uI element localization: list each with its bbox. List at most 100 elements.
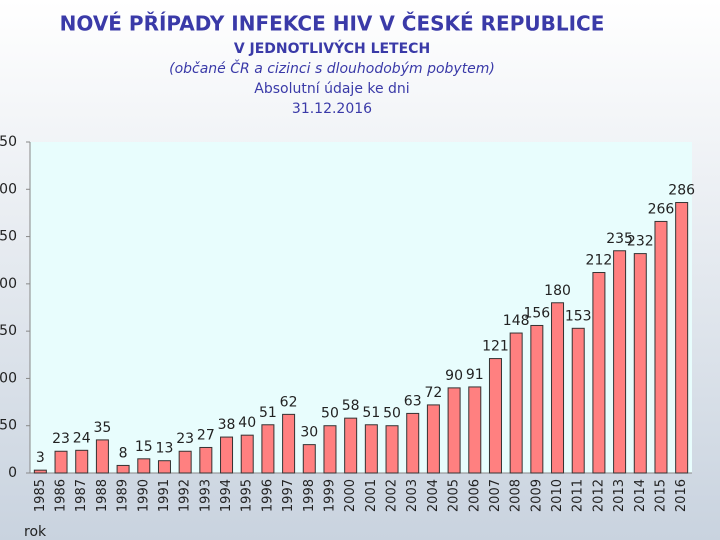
data-label: 156 <box>523 305 550 321</box>
data-label: 13 <box>156 441 174 457</box>
x-tick-label: 1985 <box>33 479 48 512</box>
chart-subtitle: 31.12.2016 <box>292 101 372 117</box>
x-tick-label: 2013 <box>612 479 627 512</box>
x-tick-label: 2016 <box>674 479 689 512</box>
x-tick-label: 1994 <box>219 479 234 512</box>
y-tick-label: 0 <box>8 465 17 481</box>
y-tick-label: 300 <box>0 181 17 197</box>
bar <box>220 436 234 474</box>
x-tick-label: 1992 <box>178 479 193 512</box>
y-tick-label: 150 <box>0 323 17 339</box>
data-label: 148 <box>503 313 530 329</box>
x-tick-label: 1999 <box>322 479 337 512</box>
data-label: 286 <box>668 183 695 199</box>
bar <box>633 253 647 474</box>
bar <box>426 404 440 474</box>
data-label: 38 <box>218 417 236 433</box>
bar <box>116 464 130 474</box>
x-tick-label: 1991 <box>157 479 172 512</box>
bar <box>385 425 399 474</box>
x-tick-label: 1990 <box>136 479 151 512</box>
bar <box>468 386 482 474</box>
bar <box>488 358 502 474</box>
bar <box>344 417 358 474</box>
x-tick-label: 2001 <box>364 479 379 512</box>
data-label: 180 <box>544 283 571 299</box>
bar <box>654 220 668 474</box>
data-label: 232 <box>627 234 654 250</box>
data-label: 51 <box>362 405 380 421</box>
bar <box>364 424 378 474</box>
y-tick-label: 250 <box>0 229 17 245</box>
x-tick-label: 2006 <box>467 479 482 512</box>
x-tick-label: 2011 <box>571 479 586 512</box>
bar <box>95 439 109 474</box>
bar <box>137 458 151 474</box>
data-label: 40 <box>238 415 256 431</box>
bar <box>675 202 689 474</box>
bar <box>75 449 89 474</box>
bar <box>240 434 254 474</box>
x-tick-label: 1987 <box>74 479 89 512</box>
x-tick-label: 2003 <box>405 479 420 512</box>
data-label: 91 <box>466 367 484 383</box>
data-label: 50 <box>321 406 339 422</box>
x-tick-label: 1988 <box>95 479 110 512</box>
data-label: 23 <box>176 431 194 447</box>
chart-subtitle: V JEDNOTLIVÝCH LETECH <box>234 39 430 57</box>
x-tick-label: 2002 <box>385 479 400 512</box>
x-tick-label: 1996 <box>260 479 275 512</box>
data-label: 51 <box>259 405 277 421</box>
x-tick-label: 1989 <box>116 479 131 512</box>
y-tick-label: 350 <box>0 134 17 150</box>
data-label: 153 <box>565 308 592 324</box>
bar <box>261 424 275 474</box>
chart-subtitle: Absolutní údaje ke dni <box>254 81 409 97</box>
bar <box>592 272 606 474</box>
x-tick-label: 1998 <box>302 479 317 512</box>
bar <box>323 425 337 474</box>
x-tick-label: 1986 <box>54 479 69 512</box>
bar <box>178 450 192 474</box>
data-label: 23 <box>52 431 70 447</box>
data-label: 15 <box>135 439 153 455</box>
data-label: 50 <box>383 406 401 422</box>
bar <box>199 446 213 474</box>
bar <box>302 444 316 474</box>
data-label: 72 <box>424 385 442 401</box>
x-tick-label: 2014 <box>633 479 648 512</box>
x-tick-label: 2010 <box>550 479 565 512</box>
data-label: 30 <box>300 425 318 441</box>
data-label: 8 <box>119 445 128 461</box>
x-tick-label: 2007 <box>488 479 503 512</box>
x-tick-label: 2008 <box>509 479 524 512</box>
data-label: 35 <box>93 420 111 436</box>
data-label: 3 <box>36 450 45 466</box>
y-tick-label: 200 <box>0 276 17 292</box>
y-tick-label: 100 <box>0 370 17 386</box>
data-label: 27 <box>197 427 215 443</box>
data-label: 62 <box>280 394 298 410</box>
data-label: 58 <box>342 398 360 414</box>
x-tick-label: 2000 <box>343 479 358 512</box>
x-tick-label: 1997 <box>281 479 296 512</box>
bar <box>530 324 544 474</box>
bar <box>613 250 627 474</box>
bar <box>33 469 47 474</box>
x-tick-label: 2009 <box>529 479 544 512</box>
y-tick-label: 50 <box>0 418 17 434</box>
x-tick-label: 2015 <box>653 479 668 512</box>
data-label: 212 <box>586 253 613 269</box>
data-label: 24 <box>73 430 91 446</box>
bar <box>54 450 68 474</box>
data-label: 266 <box>648 201 675 217</box>
chart-subtitle: (občané ČR a cizinci s dlouhodobým pobyt… <box>169 59 495 77</box>
x-tick-label: 2012 <box>591 479 606 512</box>
bar <box>509 332 523 474</box>
data-label: 90 <box>445 368 463 384</box>
data-label: 121 <box>482 339 509 355</box>
x-tick-label: 2005 <box>447 479 462 512</box>
chart-title: NOVÉ PŘÍPADY INFEKCE HIV V ČESKÉ REPUBLI… <box>60 12 605 36</box>
bar <box>157 460 171 474</box>
